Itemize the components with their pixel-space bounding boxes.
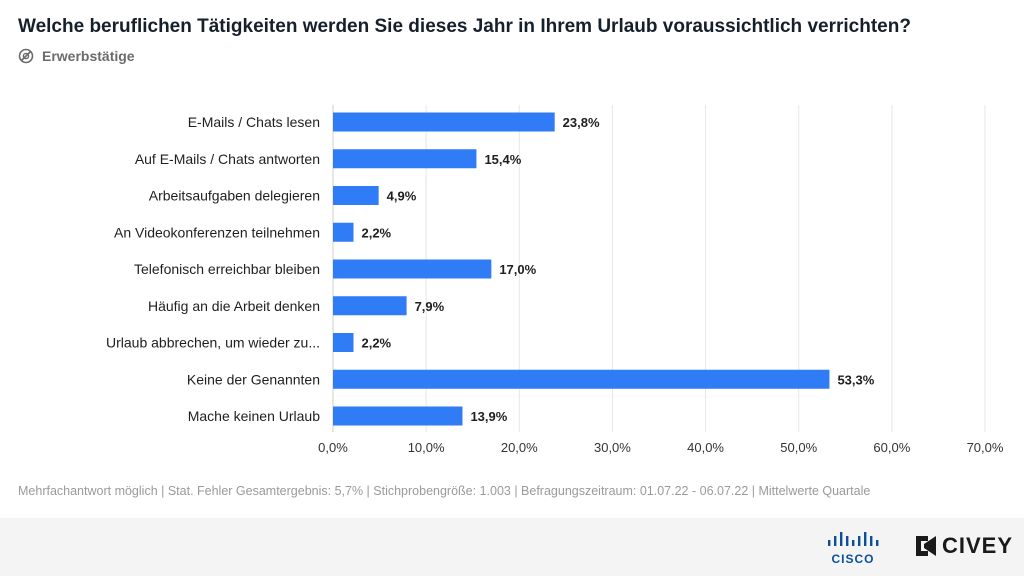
bar: [333, 406, 463, 426]
value-label: 17,0%: [499, 262, 536, 277]
civey-logo: CIVEY: [914, 534, 1013, 558]
value-label: 13,9%: [470, 409, 507, 424]
cisco-wordmark: CISCO: [831, 552, 875, 566]
category-label: Arbeitsaufgaben delegieren: [149, 188, 320, 204]
bar: [333, 333, 354, 352]
value-label: 53,3%: [837, 372, 874, 387]
x-tick-label: 10,0%: [408, 440, 445, 455]
value-label: 23,8%: [563, 115, 600, 130]
cisco-logo: CISCO: [826, 532, 880, 566]
civey-wordmark: CIVEY: [942, 533, 1014, 558]
bar: [333, 149, 477, 169]
bars: [333, 112, 830, 426]
subtitle: Erwerbstätige: [18, 48, 135, 64]
x-tick-labels: 0,0% 10,0% 20,0% 30,0% 40,0% 50,0% 60,0% 70,0%: [318, 440, 1004, 455]
footer-bar: CISCO CIVEY: [0, 518, 1024, 576]
bar: [333, 186, 379, 205]
bar: [333, 296, 407, 316]
category-label: Urlaub abbrechen, um wieder zu...: [106, 335, 320, 351]
value-label: 2,2%: [361, 225, 391, 240]
x-tick-label: 20,0%: [501, 440, 538, 455]
footnote: Mehrfachantwort möglich | Stat. Fehler G…: [18, 484, 871, 498]
value-label: 15,4%: [484, 152, 521, 167]
category-label: Keine der Genannten: [187, 371, 320, 387]
x-tick-label: 0,0%: [318, 440, 348, 455]
target-group-icon: [18, 48, 34, 64]
bar: [333, 222, 354, 242]
category-label: Häufig an die Arbeit denken: [148, 298, 320, 314]
cisco-bars-icon: [828, 532, 879, 546]
category-labels: E-Mails / Chats lesen Auf E-Mails / Chats…: [106, 114, 320, 424]
subtitle-label: Erwerbstätige: [42, 48, 135, 64]
bar: [333, 112, 555, 132]
category-label: Mache keinen Urlaub: [188, 408, 321, 424]
x-tick-label: 60,0%: [873, 440, 910, 455]
bar: [333, 259, 492, 279]
x-tick-label: 40,0%: [687, 440, 724, 455]
value-label: 2,2%: [361, 336, 391, 351]
value-label: 7,9%: [415, 299, 445, 314]
category-label: An Videokonferenzen teilnehmen: [114, 224, 320, 240]
bar-chart: E-Mails / Chats lesen Auf E-Mails / Chats…: [106, 105, 1004, 455]
x-tick-label: 50,0%: [780, 440, 817, 455]
chart-title: Welche beruflichen Tätigkeiten werden Si…: [18, 16, 911, 37]
x-tick-label: 30,0%: [594, 440, 631, 455]
x-tick-label: 70,0%: [967, 440, 1004, 455]
value-label: 4,9%: [387, 189, 417, 204]
civey-mark-icon: [916, 536, 936, 556]
value-labels: 23,8% 15,4% 4,9% 2,2% 17,0% 7,9% 2,2% 53,3% 13,9…: [361, 115, 874, 424]
category-label: Telefonisch erreichbar bleiben: [134, 261, 320, 277]
category-label: Auf E-Mails / Chats antworten: [135, 151, 320, 167]
category-label: E-Mails / Chats lesen: [188, 114, 320, 130]
bar: [333, 369, 830, 389]
